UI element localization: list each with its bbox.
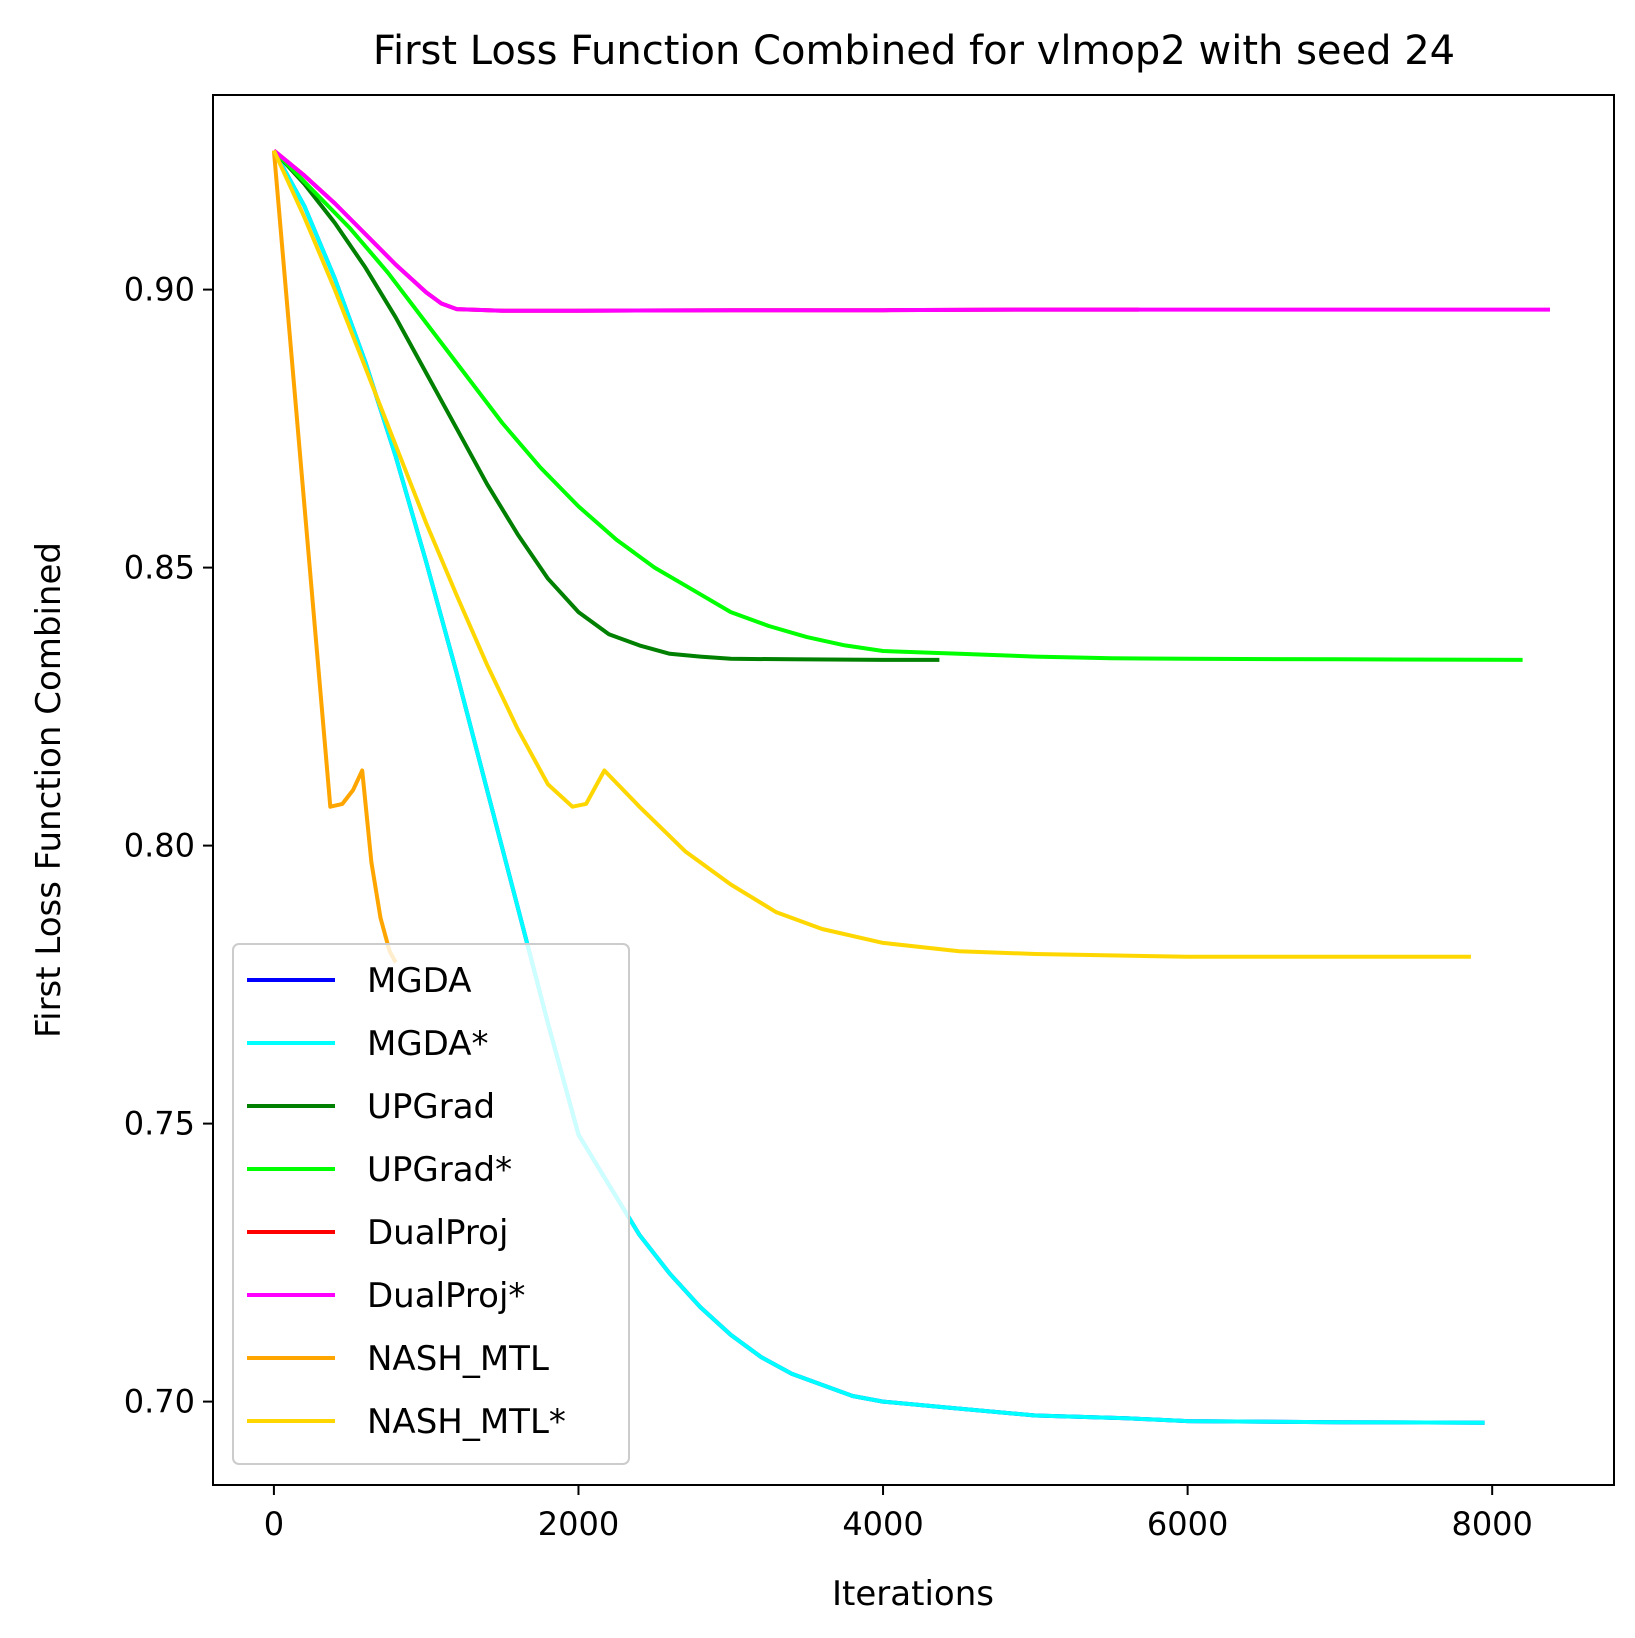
legend: MGDA MGDA* UPGrad UPGrad* DualProj DualProj* N… (232, 943, 630, 1465)
legend-label: UPGrad* (367, 1150, 512, 1190)
legend-label: UPGrad (367, 1087, 495, 1127)
series-line-nash-mtl (271, 150, 398, 964)
y-axis: 0.70 0.75 0.80 0.85 0.90 (124, 271, 213, 1421)
y-axis-label: First Loss Function Combined (29, 542, 69, 1038)
series-line-upgrad- (272, 149, 1523, 662)
legend-label: DualProj* (367, 1276, 525, 1316)
y-tick-label: 0.80 (124, 827, 195, 865)
legend-label: MGDA* (367, 1024, 489, 1064)
series-line-dualproj- (272, 149, 1550, 313)
series-line-mgda- (272, 149, 1485, 1425)
legend-label: NASH_MTL* (367, 1402, 566, 1442)
y-tick-label: 0.90 (124, 271, 195, 309)
x-tick-label: 0 (264, 1505, 284, 1543)
x-tick-label: 6000 (1147, 1505, 1228, 1543)
y-tick-label: 0.70 (124, 1383, 195, 1421)
series-layer (271, 149, 1550, 1425)
series-line-nash-mtl- (272, 149, 1471, 959)
y-tick-label: 0.85 (124, 549, 195, 587)
x-axis-label: Iterations (832, 1574, 994, 1614)
legend-box (232, 943, 630, 1465)
x-tick-label: 2000 (538, 1505, 619, 1543)
x-axis: 0 2000 4000 6000 8000 (264, 1485, 1533, 1543)
legend-label: MGDA (367, 961, 472, 1001)
y-tick-label: 0.75 (124, 1105, 195, 1143)
series-line-upgrad (272, 149, 940, 662)
x-tick-label: 8000 (1451, 1505, 1532, 1543)
legend-label: DualProj (367, 1213, 508, 1253)
plot-area (212, 94, 1615, 1486)
x-tick-label: 4000 (842, 1505, 923, 1543)
legend-items: MGDA MGDA* UPGrad UPGrad* DualProj DualProj* N… (247, 961, 566, 1442)
chart-title: First Loss Function Combined for vlmop2 … (373, 28, 1455, 74)
plot-frame (212, 94, 1615, 1486)
legend-label: NASH_MTL (367, 1339, 549, 1379)
